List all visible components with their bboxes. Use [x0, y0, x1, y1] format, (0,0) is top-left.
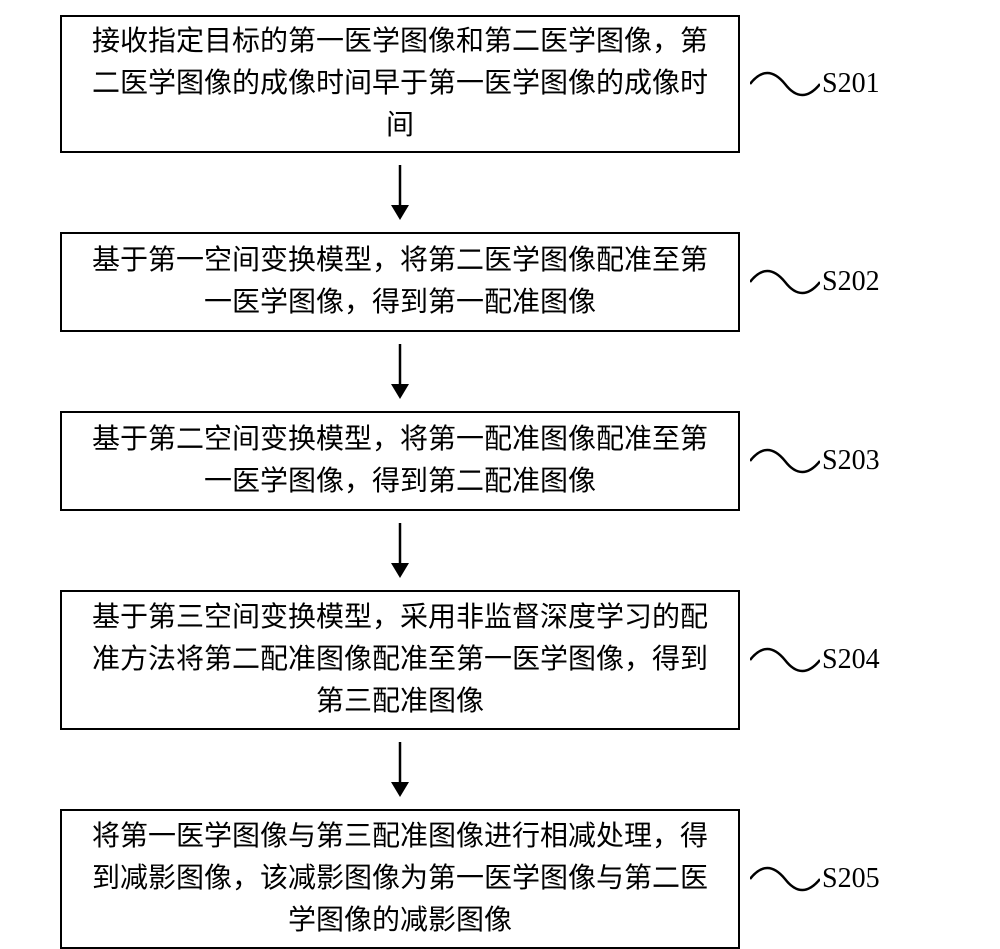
step-text-s203: 基于第二空间变换模型，将第一配准图像配准至第一医学图像，得到第二配准图像 — [82, 419, 718, 503]
wave-icon — [750, 59, 820, 109]
step-text-s201: 接收指定目标的第一医学图像和第二医学图像，第二医学图像的成像时间早于第一医学图像… — [82, 21, 718, 147]
wave-connector-s202: S202 — [750, 257, 880, 307]
step-row-2: 基于第一空间变换模型，将第二医学图像配准至第一医学图像，得到第一配准图像 S20… — [60, 232, 940, 332]
step-label-s202: S202 — [822, 266, 880, 298]
wave-connector-s203: S203 — [750, 436, 880, 486]
step-box-s202: 基于第一空间变换模型，将第二医学图像配准至第一医学图像，得到第一配准图像 — [60, 232, 740, 332]
step-label-s205: S205 — [822, 863, 880, 895]
step-box-s203: 基于第二空间变换模型，将第一配准图像配准至第一医学图像，得到第二配准图像 — [60, 411, 740, 511]
wave-connector-s205: S205 — [750, 854, 880, 904]
step-text-s205: 将第一医学图像与第三配准图像进行相减处理，得到减影图像，该减影图像为第一医学图像… — [82, 816, 718, 942]
step-row-1: 接收指定目标的第一医学图像和第二医学图像，第二医学图像的成像时间早于第一医学图像… — [60, 15, 940, 153]
wave-icon — [750, 257, 820, 307]
arrow-3-4 — [60, 511, 740, 590]
wave-icon — [750, 854, 820, 904]
step-text-s202: 基于第一空间变换模型，将第二医学图像配准至第一医学图像，得到第一配准图像 — [82, 240, 718, 324]
arrow-2-3 — [60, 332, 740, 411]
step-box-s201: 接收指定目标的第一医学图像和第二医学图像，第二医学图像的成像时间早于第一医学图像… — [60, 15, 740, 153]
arrow-1-2 — [60, 153, 740, 232]
arrow-down-icon — [385, 523, 415, 578]
step-label-s204: S204 — [822, 644, 880, 676]
step-row-4: 基于第三空间变换模型，采用非监督深度学习的配准方法将第二配准图像配准至第一医学图… — [60, 590, 940, 730]
step-box-s204: 基于第三空间变换模型，采用非监督深度学习的配准方法将第二配准图像配准至第一医学图… — [60, 590, 740, 730]
step-box-s205: 将第一医学图像与第三配准图像进行相减处理，得到减影图像，该减影图像为第一医学图像… — [60, 809, 740, 949]
step-label-s203: S203 — [822, 445, 880, 477]
wave-connector-s204: S204 — [750, 635, 880, 685]
flowchart-container: 接收指定目标的第一医学图像和第二医学图像，第二医学图像的成像时间早于第一医学图像… — [60, 15, 940, 949]
arrow-4-5 — [60, 730, 740, 809]
arrow-down-icon — [385, 344, 415, 399]
step-row-3: 基于第二空间变换模型，将第一配准图像配准至第一医学图像，得到第二配准图像 S20… — [60, 411, 940, 511]
wave-icon — [750, 436, 820, 486]
step-row-5: 将第一医学图像与第三配准图像进行相减处理，得到减影图像，该减影图像为第一医学图像… — [60, 809, 940, 949]
arrow-down-icon — [385, 742, 415, 797]
wave-connector-s201: S201 — [750, 59, 880, 109]
arrow-down-icon — [385, 165, 415, 220]
wave-icon — [750, 635, 820, 685]
step-label-s201: S201 — [822, 68, 880, 100]
step-text-s204: 基于第三空间变换模型，采用非监督深度学习的配准方法将第二配准图像配准至第一医学图… — [82, 597, 718, 723]
